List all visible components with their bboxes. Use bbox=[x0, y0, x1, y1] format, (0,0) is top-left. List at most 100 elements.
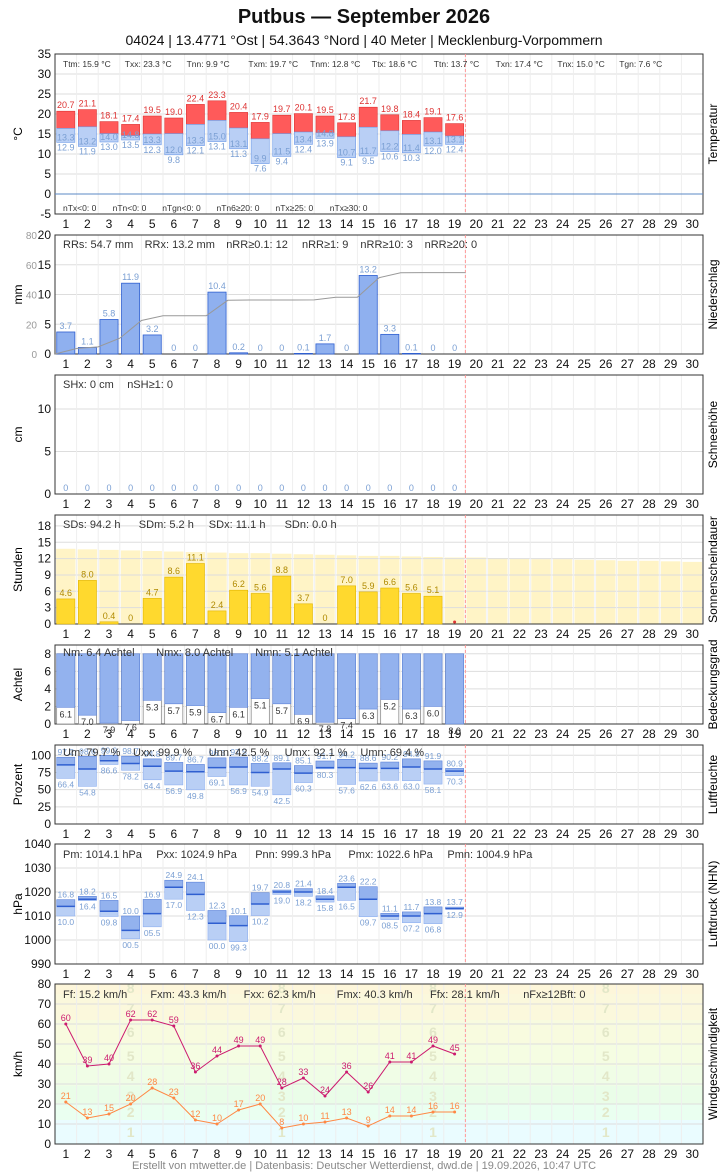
snow-label: 0 bbox=[409, 483, 414, 493]
wind-gust-label: 41 bbox=[385, 1051, 395, 1061]
sunshine-xtick-label: 15 bbox=[362, 627, 376, 641]
wind-bft-label: 5 bbox=[602, 1048, 610, 1064]
humidity-min-label: 63.0 bbox=[403, 782, 420, 792]
snow-xtick-label: 1 bbox=[62, 497, 69, 511]
wind-mean-label: 20 bbox=[255, 1093, 265, 1103]
pressure-ytick-label: 1000 bbox=[24, 933, 51, 947]
wind-gust-point bbox=[345, 1070, 349, 1074]
wind-gust-label: 26 bbox=[363, 1081, 373, 1091]
humidity-stat: Umx: 92.1 % bbox=[285, 747, 348, 759]
sunshine-stat: SDs: 94.2 h bbox=[63, 519, 120, 531]
wind-gust-point bbox=[172, 1024, 176, 1028]
precipitation-xtick-label: 3 bbox=[106, 357, 113, 371]
daylength-bar bbox=[120, 550, 141, 624]
daylength-bar bbox=[99, 549, 119, 624]
wind-gust-point bbox=[107, 1062, 111, 1066]
snow-xtick-label: 12 bbox=[297, 497, 311, 511]
sunshine-stat: SDn: 0.0 h bbox=[285, 519, 337, 531]
sunshine-xtick-label: 7 bbox=[192, 627, 199, 641]
temperature-xtick-label: 20 bbox=[470, 217, 484, 231]
pressure-xtick-label: 5 bbox=[149, 967, 156, 981]
precip-label: 0 bbox=[171, 343, 176, 353]
precip-bar bbox=[358, 275, 378, 355]
temperature-xtick-label: 14 bbox=[340, 217, 354, 231]
pressure-upper-bar bbox=[250, 892, 270, 905]
sunshine-xtick-label: 5 bbox=[149, 627, 156, 641]
sunshine-stat: SDx: 11.1 h bbox=[209, 519, 266, 531]
cloud-xtick-label: 15 bbox=[362, 727, 376, 741]
pressure-lower-bar bbox=[164, 886, 184, 900]
wind-bft-label: 8 bbox=[602, 980, 610, 996]
cloud-bar bbox=[380, 653, 400, 700]
wind-stat: Fmx: 40.3 km/h bbox=[337, 989, 413, 1001]
wind-xtick-label: 11 bbox=[276, 1147, 289, 1161]
humidity-upper-bar bbox=[315, 760, 335, 768]
snow-frame bbox=[54, 374, 704, 495]
wind-mean-point bbox=[280, 1126, 284, 1130]
temp-max-label: 19.1 bbox=[424, 107, 442, 117]
humidity-max-label: 91.7 bbox=[317, 751, 334, 761]
snow-xtick-label: 17 bbox=[405, 497, 419, 511]
snow-xtick-label: 22 bbox=[513, 497, 527, 511]
temperature-stat: Tnn: 9.9 °C bbox=[187, 59, 230, 69]
temp-max-label: 17.9 bbox=[251, 111, 269, 121]
temp-max-label: 17.6 bbox=[446, 113, 464, 123]
precipitation-xtick-label: 6 bbox=[170, 357, 177, 371]
pressure-max-label: 13.8 bbox=[425, 897, 442, 907]
precip-stat: nRR≥10: 3 bbox=[360, 239, 413, 251]
wind-mean-label: 16 bbox=[428, 1101, 438, 1111]
wind-mean-label: 21 bbox=[61, 1091, 71, 1101]
wind-mean-label: 9 bbox=[366, 1115, 371, 1125]
temp-mean-label: 13.1 bbox=[230, 139, 248, 149]
snow-xtick-label: 20 bbox=[470, 497, 484, 511]
humidity-max-label: 97.5 bbox=[230, 747, 247, 757]
wind-mean-point bbox=[85, 1116, 89, 1120]
pressure-lower-bar bbox=[56, 906, 76, 917]
temp-min-bar bbox=[250, 138, 270, 164]
wind-gust-label: 44 bbox=[212, 1045, 222, 1055]
snow-xtick-label: 24 bbox=[556, 497, 570, 511]
temp-mean-label: 13.3 bbox=[143, 135, 161, 145]
temperature-stat: nTn6≥20: 0 bbox=[217, 203, 260, 213]
temp-min-label: 9.4 bbox=[276, 156, 289, 166]
humidity-xtick-label: 9 bbox=[235, 827, 242, 841]
pressure-upper-bar bbox=[186, 881, 205, 895]
humidity-xtick-label: 13 bbox=[318, 827, 332, 841]
wind-gust-point bbox=[431, 1044, 435, 1048]
sunshine-bar bbox=[337, 585, 356, 625]
sunshine-bar bbox=[207, 610, 227, 625]
wind-bft-label: 7 bbox=[429, 1000, 437, 1016]
temperature-stat: Ttn: 13.7 °C bbox=[434, 59, 479, 69]
wind-xtick-label: 10 bbox=[254, 1147, 268, 1161]
temp-max-bar bbox=[337, 122, 356, 138]
humidity-lower-bar bbox=[337, 767, 356, 785]
cloud-label: 5.7 bbox=[168, 706, 181, 716]
precipitation-xtick-label: 8 bbox=[214, 357, 221, 371]
temperature-ytick-label: 25 bbox=[38, 87, 52, 101]
humidity-xtick-label: 2 bbox=[84, 827, 91, 841]
pressure-min-label: 18.2 bbox=[295, 897, 312, 907]
cloud-bar bbox=[186, 653, 205, 706]
humidity-max-label: 89.7 bbox=[166, 752, 183, 762]
cloud-label: 6.1 bbox=[232, 709, 245, 719]
temp-mean-label: 13.4 bbox=[295, 134, 313, 144]
snow-xtick-label: 10 bbox=[254, 497, 268, 511]
cloud-bar bbox=[423, 653, 443, 707]
humidity-lower-bar bbox=[78, 768, 97, 787]
pressure-xtick-label: 4 bbox=[127, 967, 134, 981]
wind-gust-point bbox=[237, 1044, 241, 1048]
humidity-xtick-label: 29 bbox=[664, 827, 678, 841]
temp-min-bar bbox=[99, 133, 119, 143]
wind-mean-point bbox=[64, 1100, 68, 1104]
sunshine-bar bbox=[250, 593, 270, 625]
humidity-xtick-label: 14 bbox=[340, 827, 354, 841]
humidity-lower-bar bbox=[380, 768, 400, 781]
wind-bft-label: 4 bbox=[278, 1068, 286, 1084]
temp-max-label: 17.8 bbox=[338, 112, 356, 122]
wind-xtick-label: 21 bbox=[491, 1147, 505, 1161]
wind-bft-label: 1 bbox=[127, 1124, 135, 1140]
wind-gust-label: 59 bbox=[169, 1015, 179, 1025]
cloud-xtick-label: 9 bbox=[235, 727, 242, 741]
sunshine-label: 2.4 bbox=[211, 600, 224, 610]
pressure-xtick-label: 25 bbox=[578, 967, 592, 981]
